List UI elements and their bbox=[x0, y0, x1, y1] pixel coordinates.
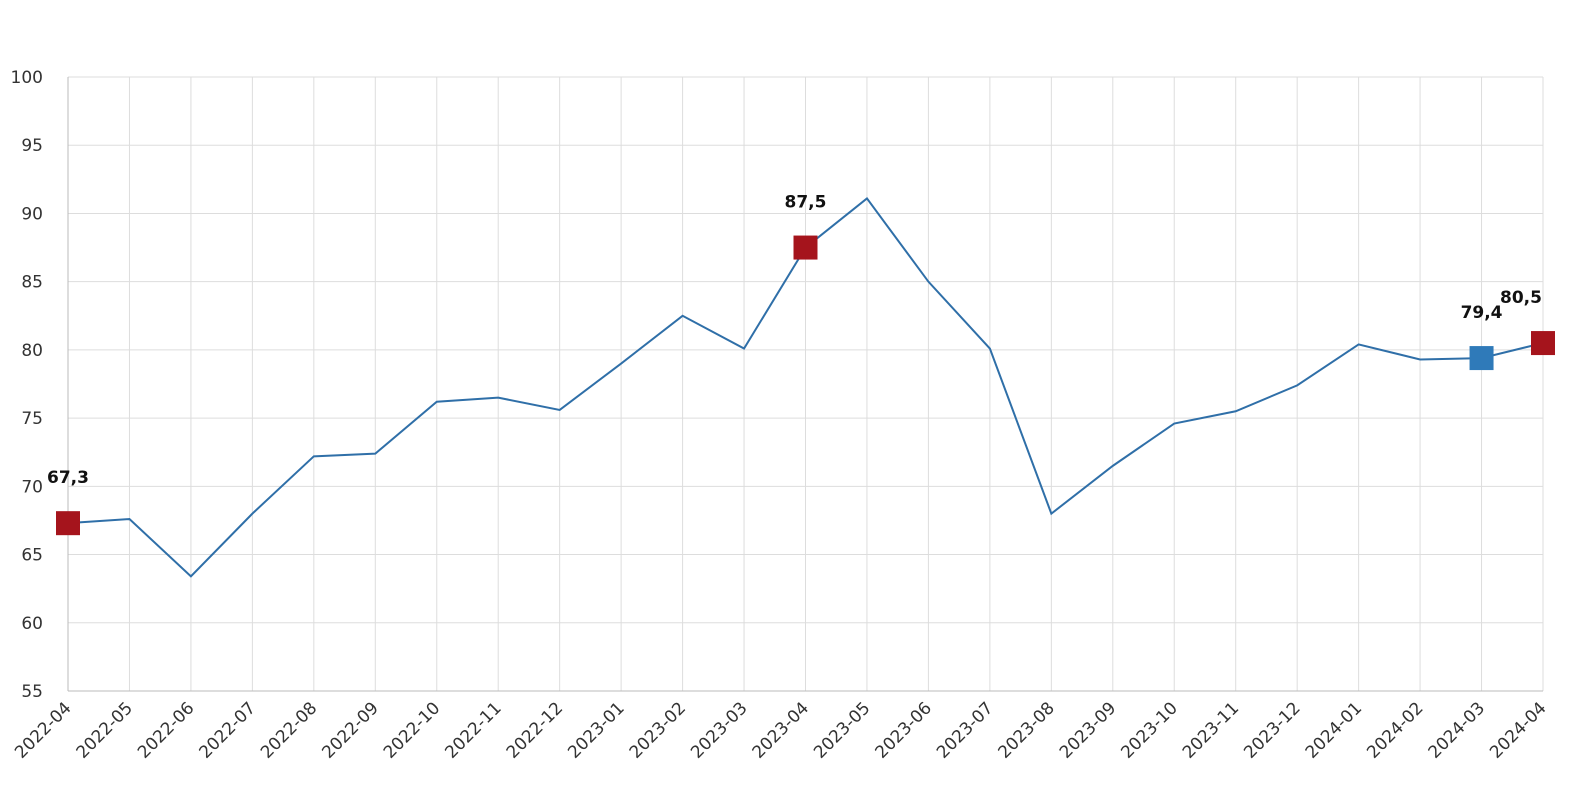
y-tick-label: 65 bbox=[21, 546, 43, 566]
x-tick-label: 2023-01 bbox=[564, 698, 628, 762]
x-tick-label: 2024-04 bbox=[1486, 698, 1550, 762]
x-tick-label: 2023-08 bbox=[995, 698, 1059, 762]
x-tick-label: 2023-06 bbox=[872, 698, 936, 762]
y-tick-label: 90 bbox=[21, 204, 43, 224]
x-tick-label: 2023-02 bbox=[626, 698, 690, 762]
x-tick-label: 2022-09 bbox=[318, 698, 382, 762]
y-tick-label: 95 bbox=[21, 136, 43, 156]
x-tick-label: 2022-11 bbox=[441, 698, 505, 762]
y-tick-label: 85 bbox=[21, 273, 43, 293]
x-tick-label: 2022-06 bbox=[134, 698, 198, 762]
x-tick-label: 2022-07 bbox=[196, 698, 260, 762]
data-label: 87,5 bbox=[785, 193, 827, 213]
x-tick-label: 2023-10 bbox=[1117, 698, 1181, 762]
x-tick-label: 2024-03 bbox=[1425, 698, 1489, 762]
highlight-marker bbox=[1469, 346, 1494, 371]
x-tick-label: 2024-02 bbox=[1363, 698, 1427, 762]
x-tick-label: 2023-05 bbox=[810, 698, 874, 762]
highlight-marker bbox=[793, 235, 818, 260]
y-tick-label: 70 bbox=[21, 477, 43, 497]
x-tick-label: 2022-08 bbox=[257, 698, 321, 762]
y-tick-label: 100 bbox=[11, 68, 43, 88]
x-tick-label: 2023-11 bbox=[1179, 698, 1243, 762]
x-tick-label: 2022-10 bbox=[380, 698, 444, 762]
highlight-marker bbox=[1531, 331, 1555, 356]
x-tick-label: 2022-12 bbox=[503, 698, 567, 762]
y-tick-label: 60 bbox=[21, 614, 43, 634]
x-tick-label: 2022-04 bbox=[11, 698, 75, 762]
data-label: 80,5 bbox=[1500, 288, 1542, 308]
y-tick-label: 75 bbox=[21, 409, 43, 429]
highlight-marker bbox=[56, 511, 80, 536]
data-label: 79,4 bbox=[1461, 303, 1503, 323]
data-label: 67,3 bbox=[47, 468, 89, 488]
x-tick-label: 2023-03 bbox=[687, 698, 751, 762]
x-tick-label: 2023-04 bbox=[749, 698, 813, 762]
x-tick-label: 2022-05 bbox=[73, 698, 137, 762]
x-tick-label: 2023-07 bbox=[933, 698, 997, 762]
x-tick-label: 2023-09 bbox=[1056, 698, 1120, 762]
y-tick-label: 80 bbox=[21, 341, 43, 361]
x-tick-label: 2024-01 bbox=[1302, 698, 1366, 762]
y-tick-label: 55 bbox=[21, 682, 43, 702]
x-tick-label: 2023-12 bbox=[1240, 698, 1304, 762]
